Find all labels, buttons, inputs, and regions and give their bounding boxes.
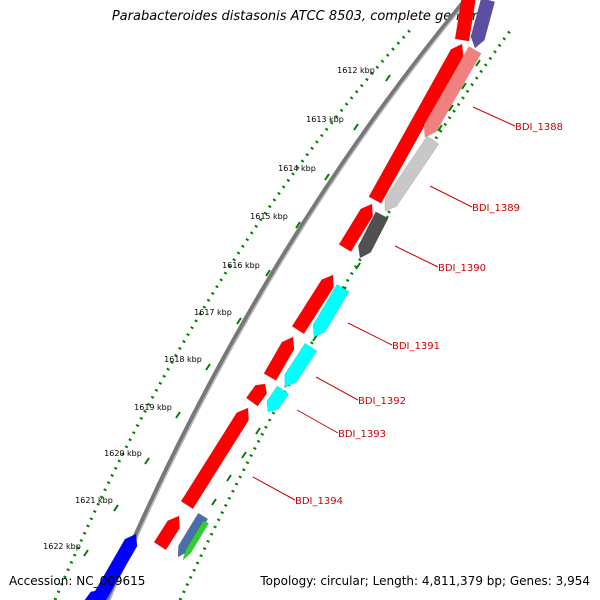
tick-mark bbox=[295, 221, 301, 229]
feature-block-green bbox=[182, 520, 209, 561]
cds-block bbox=[180, 407, 249, 510]
tick-label: 1620 kbp bbox=[104, 449, 142, 458]
cds-block bbox=[291, 274, 334, 335]
minor-tick-mark bbox=[255, 427, 261, 435]
minor-tick-mark bbox=[437, 124, 443, 132]
features-layer bbox=[84, 0, 496, 600]
minor-tick-mark bbox=[226, 474, 232, 482]
minor-tick-mark bbox=[211, 498, 217, 506]
gene-leader-line bbox=[347, 322, 393, 346]
labels-layer: 1612 kbp 1613 kbp 1614 kbp 1615 kbp 1616 kbp… bbox=[43, 66, 563, 551]
tick-mark bbox=[113, 504, 119, 512]
feature-block-steel bbox=[177, 512, 209, 558]
gene-label: BDI_1389 bbox=[472, 203, 520, 214]
gene-label: BDI_1388 bbox=[515, 122, 563, 133]
minor-tick-mark bbox=[448, 104, 454, 112]
tick-mark bbox=[353, 123, 359, 131]
gene-label: BDI_1390 bbox=[438, 263, 486, 274]
feature-block-lightgray bbox=[384, 135, 440, 212]
cds-block bbox=[245, 383, 268, 407]
tick-label: 1622 kbp bbox=[43, 542, 81, 551]
gene-leader-line bbox=[394, 245, 439, 268]
cds-block bbox=[153, 515, 180, 551]
minor-tick-mark bbox=[355, 262, 361, 270]
backbone-highlight bbox=[109, 0, 469, 600]
outer-dotted-ring bbox=[53, 26, 414, 600]
gene-leader-line bbox=[252, 476, 296, 501]
cds-block bbox=[454, 0, 476, 42]
map-title: Parabacteroides distasonis ATCC 8503, co… bbox=[111, 9, 489, 24]
gene-leader-line bbox=[472, 106, 516, 127]
tick-mark bbox=[144, 457, 150, 465]
rings-layer bbox=[53, 0, 514, 600]
tick-label: 1613 kbp bbox=[306, 115, 344, 124]
feature-block-blue bbox=[91, 533, 138, 600]
tick-label: 1612 kbp bbox=[337, 66, 375, 75]
cds-block bbox=[338, 203, 374, 253]
gene-leader-line bbox=[315, 376, 359, 401]
cds-block bbox=[263, 336, 295, 381]
topology-summary: Topology: circular; Length: 4,811,379 bp… bbox=[260, 574, 590, 588]
gene-label: BDI_1394 bbox=[295, 496, 343, 507]
gene-label: BDI_1392 bbox=[358, 396, 406, 407]
gene-leader-line bbox=[429, 185, 473, 208]
gene-leader-line bbox=[296, 409, 339, 434]
tick-label: 1615 kbp bbox=[250, 212, 288, 221]
feature-block-pink bbox=[423, 46, 482, 138]
tick-mark bbox=[324, 173, 330, 181]
tick-mark bbox=[265, 269, 271, 277]
tick-label: 1617 kbp bbox=[194, 308, 232, 317]
feature-block-cyan bbox=[312, 284, 350, 338]
tick-mark bbox=[83, 549, 89, 557]
feature-block-cyan bbox=[266, 385, 290, 413]
tick-mark bbox=[205, 363, 211, 371]
minor-tick-mark bbox=[461, 82, 467, 90]
gene-label: BDI_1393 bbox=[338, 429, 386, 440]
minor-tick-mark bbox=[241, 451, 247, 459]
cds-block bbox=[368, 43, 464, 204]
tick-label: 1618 kbp bbox=[164, 355, 202, 364]
minor-tick-mark bbox=[312, 334, 318, 342]
feature-block-blue bbox=[84, 589, 103, 600]
tick-label: 1619 kbp bbox=[134, 403, 172, 412]
accession-text: Accession: NC_009615 bbox=[9, 574, 146, 588]
tick-label: 1614 kbp bbox=[278, 164, 316, 173]
minor-tick-mark bbox=[475, 59, 481, 67]
gene-label: BDI_1391 bbox=[392, 341, 440, 352]
feature-block-purple bbox=[470, 0, 496, 49]
tick-label: 1621 kbp bbox=[75, 496, 113, 505]
tick-mark bbox=[236, 317, 242, 325]
tick-label: 1616 kbp bbox=[222, 261, 260, 270]
tick-mark bbox=[175, 411, 181, 419]
feature-block-cyan bbox=[284, 342, 318, 388]
tick-mark bbox=[385, 74, 391, 82]
backbone-ring bbox=[105, 0, 467, 600]
feature-block-darkgray bbox=[358, 211, 389, 259]
